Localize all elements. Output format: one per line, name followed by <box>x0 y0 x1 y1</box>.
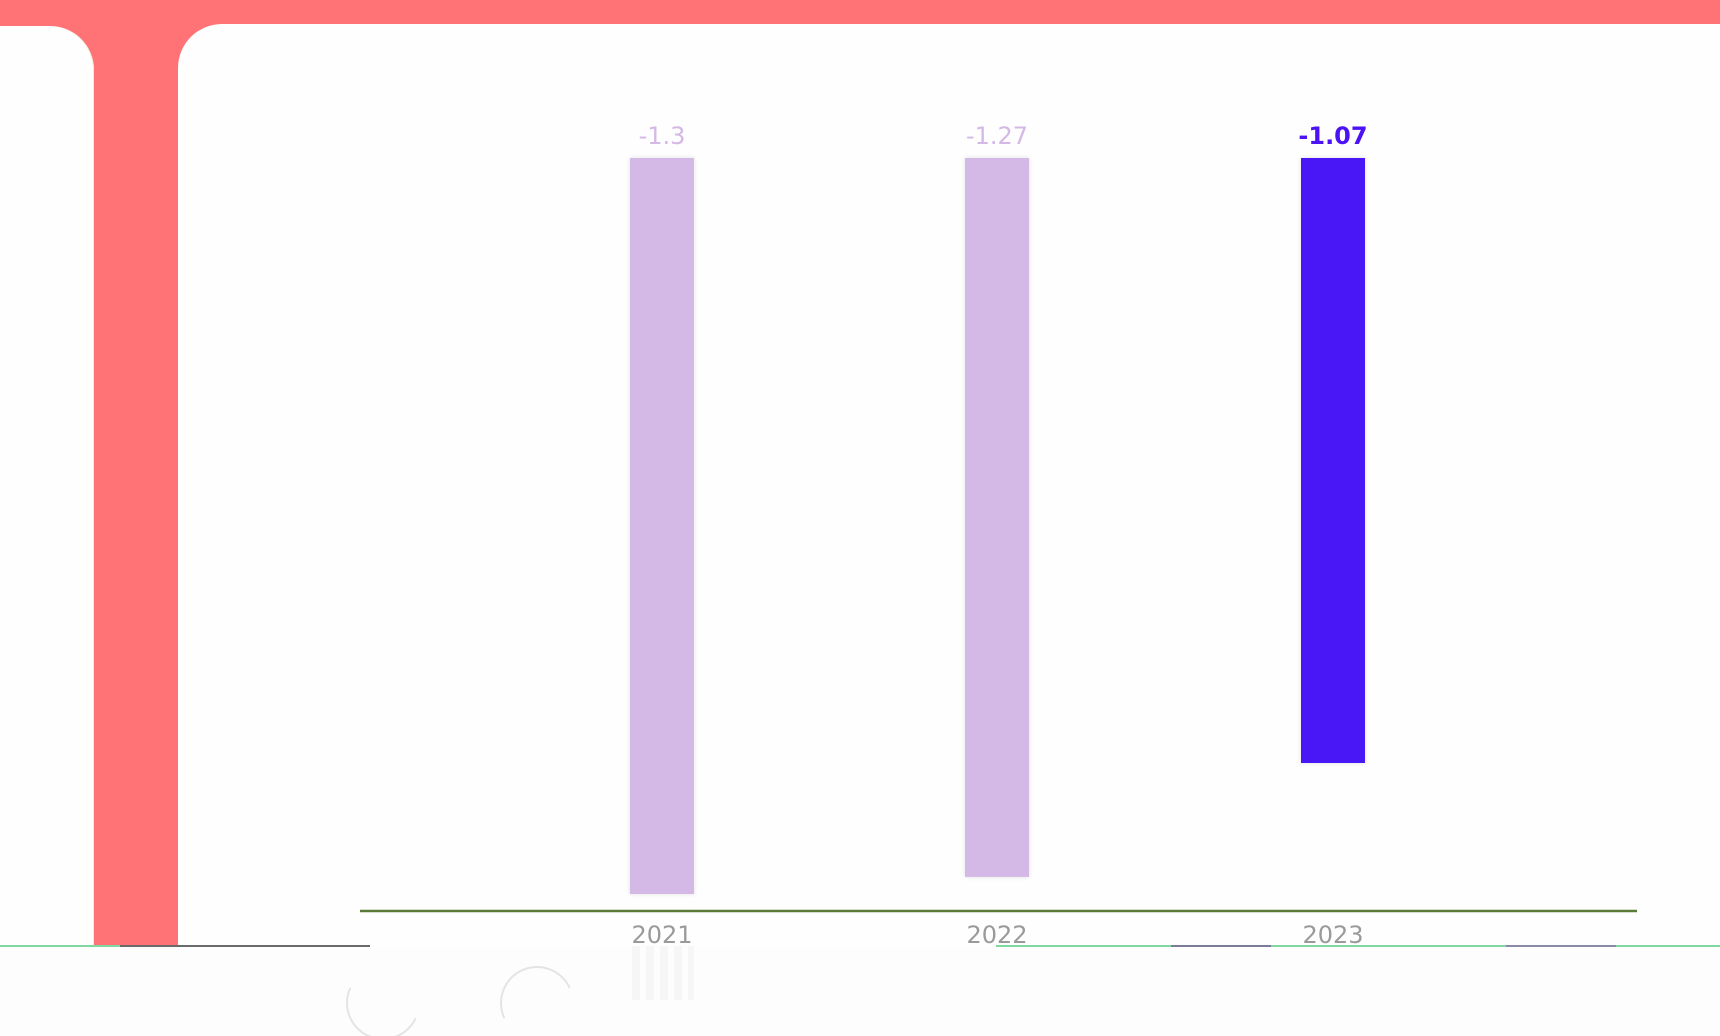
bar-value-label: -1.07 <box>1298 122 1367 150</box>
x-tick-label: 2021 <box>631 921 692 949</box>
divider-line <box>1506 945 1616 947</box>
divider-line <box>0 945 120 947</box>
divider-line <box>1616 945 1720 947</box>
left-panel <box>0 26 94 946</box>
bar-value-label: -1.27 <box>966 122 1028 150</box>
bar-2022 <box>965 158 1029 877</box>
divider-line <box>1171 945 1271 947</box>
bar-2021 <box>630 158 694 894</box>
bottom-strip <box>0 946 1720 1036</box>
divider-line <box>120 945 370 947</box>
x-tick-label: 2022 <box>966 921 1027 949</box>
divider-line <box>996 945 1171 947</box>
ghost-bars <box>632 946 694 1000</box>
chart-panel <box>178 24 1720 946</box>
bar-2023 <box>1301 158 1365 763</box>
x-tick-label: 2023 <box>1302 921 1363 949</box>
bar-value-label: -1.3 <box>639 122 686 150</box>
divider-line <box>1271 945 1506 947</box>
